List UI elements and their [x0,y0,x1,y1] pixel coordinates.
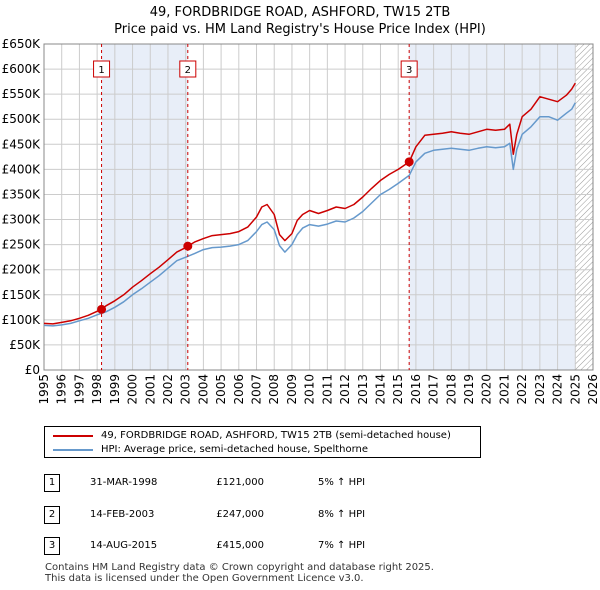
sale-row-2: 2 14-FEB-2003 £247,000 8% ↑ HPI [0,506,600,526]
x-tick-label: 1996 [55,374,69,405]
x-tick-label: 2019 [462,374,476,405]
x-tick-label: 2017 [427,374,441,405]
sale-number: 2 [44,506,60,524]
x-tick-label: 2026 [586,374,600,405]
y-tick-label: £450K [2,137,42,151]
legend-label-property: 49, FORDBRIDGE ROAD, ASHFORD, TW15 2TB (… [101,430,451,441]
sale-marker-box [93,60,111,78]
sale-date: 14-FEB-2003 [90,509,155,520]
legend-line-hpi [53,449,93,451]
y-tick-label: £600K [2,62,42,76]
y-tick-label: £50K [9,338,41,352]
sale-point [183,241,193,251]
sale-number: 3 [44,537,60,555]
x-tick-label: 2003 [179,374,193,405]
sale-hpi-delta: 8% ↑ HPI [318,509,366,520]
x-tick-label: 1995 [37,374,51,405]
x-tick-label: 2014 [373,374,387,405]
y-tick-label: £200K [2,263,42,277]
x-tick-label: 1998 [90,374,104,405]
sale-row-3: 3 14-AUG-2015 £415,000 7% ↑ HPI [0,537,600,557]
x-tick-label: 2001 [143,374,157,405]
ownership-shade-1 [101,44,188,370]
chart-title-line: 49, FORDBRIDGE ROAD, ASHFORD, TW15 2TB [149,5,451,20]
chart-legend: 49, FORDBRIDGE ROAD, ASHFORD, TW15 2TB (… [44,426,481,458]
y-tick-label: £100K [2,313,42,327]
attribution-line-1: Contains HM Land Registry data © Crown c… [45,562,434,573]
x-tick-label: 2022 [515,374,529,405]
x-tick-label: 2025 [568,374,582,405]
x-tick-label: 2012 [338,374,352,405]
x-tick-label: 2011 [320,374,334,405]
sale-date: 31-MAR-1998 [90,477,158,488]
x-tick-label: 2002 [161,374,175,405]
y-tick-label: £150K [2,288,42,302]
x-tick-label: 2007 [250,374,264,405]
y-tick-label: £650K [2,37,42,51]
x-tick-label: 2018 [444,374,458,405]
sale-price: £247,000 [216,509,264,520]
sale-marker-box [400,60,418,78]
chart-subtitle-line: Price paid vs. HM Land Registry's House … [114,22,486,37]
price-chart: £0 £50K £100K £150K £200K £250K £300K £350K £400… [2,37,600,405]
x-tick-label: 2020 [480,374,494,405]
legend-label-hpi: HPI: Average price, semi-detached house,… [101,444,369,455]
sale-point [404,157,414,167]
attribution-footer: Contains HM Land Registry data © Crown c… [45,562,434,584]
sale-hpi-delta: 7% ↑ HPI [318,540,366,551]
x-tick-label: 2021 [497,374,511,405]
sale-marker-box [179,60,197,78]
y-tick-label: £550K [2,87,42,101]
x-tick-label: 2006 [232,374,246,405]
attribution-line-2: This data is licensed under the Open Gov… [45,573,364,584]
y-tick-label: £0 [25,363,40,377]
sale-marker-label: 2 [185,65,191,76]
x-tick-label: 2009 [285,374,299,405]
x-tick-label: 2013 [356,374,370,405]
x-tick-label: 2024 [551,374,565,405]
hpi-line [43,102,576,327]
y-tick-label: £250K [2,238,42,252]
x-tick-label: 1997 [72,374,86,405]
x-tick-label: 2015 [391,374,405,405]
x-tick-label: 2023 [533,374,547,405]
sale-date: 14-AUG-2015 [90,540,158,551]
legend-line-property [53,435,93,437]
chart-title: 49, FORDBRIDGE ROAD, ASHFORD, TW15 2TB P… [0,4,600,38]
sale-marker-label: 1 [98,65,104,76]
future-hatch [575,44,593,370]
x-tick-label: 2008 [267,374,281,405]
x-tick-label: 2010 [303,374,317,405]
x-tick-label: 2016 [409,374,423,405]
y-tick-label: £400K [2,162,42,176]
property-price-line [43,82,576,325]
plot-frame [43,43,594,371]
sale-point [97,304,107,314]
sale-price: £415,000 [216,540,264,551]
sale-marker-label: 3 [406,65,412,76]
sale-hpi-delta: 5% ↑ HPI [318,477,366,488]
y-tick-label: £300K [2,213,42,227]
sale-row-1: 1 31-MAR-1998 £121,000 5% ↑ HPI [0,474,600,494]
sale-price: £121,000 [216,477,264,488]
y-tick-label: £500K [2,112,42,126]
x-tick-label: 2004 [196,374,210,405]
x-tick-label: 2000 [126,374,140,405]
sale-number: 1 [44,474,60,492]
x-tick-label: 1999 [108,374,122,405]
x-tick-label: 2005 [214,374,228,405]
y-tick-label: £350K [2,187,42,201]
